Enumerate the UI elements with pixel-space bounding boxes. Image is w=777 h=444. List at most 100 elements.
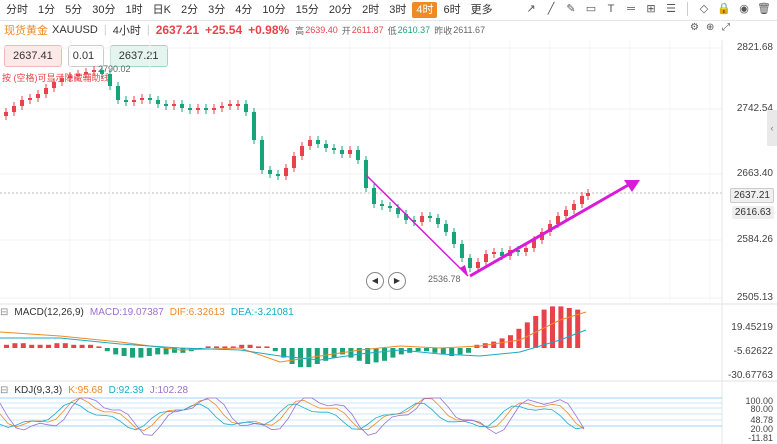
eraser-icon[interactable]: ◇ <box>699 3 709 15</box>
candle-body <box>388 206 392 208</box>
candle-body <box>220 106 224 108</box>
timeframe-6[interactable]: 2分 <box>180 4 199 16</box>
toolbar-divider <box>687 2 688 16</box>
candle-body <box>268 170 272 174</box>
macd-bar <box>4 344 9 348</box>
candle-body <box>500 252 504 256</box>
candle-body <box>300 146 304 156</box>
timeframe-2[interactable]: 5分 <box>65 4 83 16</box>
trash-icon[interactable]: 🗑 <box>757 3 771 15</box>
rect-icon[interactable]: ▭ <box>585 3 597 15</box>
divider: | <box>146 24 150 36</box>
open-label: 开 <box>341 25 351 36</box>
timeframe-9[interactable]: 10分 <box>262 4 286 16</box>
candle-body <box>156 100 160 104</box>
candle-body <box>116 86 120 100</box>
timeframe-list: 分时 1分 5分 30分 1时 日K 2分 3分 4分 10分 15分 20分 2时 3时 4时 6时 更多 <box>0 2 497 18</box>
kdj-label[interactable]: KDJ(9,3,3) <box>14 385 63 396</box>
candle-body <box>586 193 590 196</box>
scroll-left-button[interactable]: ◀ <box>366 272 384 290</box>
macd-bar <box>197 348 203 350</box>
divider: | <box>103 24 107 36</box>
candle-body <box>340 150 344 154</box>
quote-info-bar: 现货黄金 XAUUSD | 4小时 | 2637.21 +25.54 +0.98… <box>0 21 485 39</box>
candle-body <box>12 106 16 112</box>
candle-body <box>124 100 128 102</box>
indicator-settings-icon[interactable]: ⚙ <box>690 22 699 33</box>
macd-bar <box>79 344 85 348</box>
eye-icon[interactable]: ◉ <box>739 3 749 15</box>
macd-bar <box>272 348 278 352</box>
macd-bar <box>29 344 35 348</box>
candle-body <box>140 98 144 100</box>
kdj-chart <box>0 397 585 436</box>
sell-price-button[interactable]: 2637.41 <box>4 45 62 67</box>
timeframe-11[interactable]: 20分 <box>328 4 353 16</box>
macd-bar <box>71 344 77 348</box>
macd-bar <box>340 348 345 355</box>
macd-bar <box>457 348 463 355</box>
collapse-icon[interactable]: ⊟ <box>0 385 9 396</box>
timeframe-1[interactable]: 1分 <box>38 4 56 16</box>
macd-bar <box>398 348 404 355</box>
horizontal-line-icon[interactable]: ═ <box>627 3 635 15</box>
timeframe-12[interactable]: 2时 <box>362 4 380 16</box>
buy-price-button[interactable]: 2637.21 <box>109 45 168 67</box>
lock-icon[interactable]: 🔒 <box>717 3 731 15</box>
timeframe-3[interactable]: 30分 <box>92 4 116 16</box>
timeframe-7[interactable]: 3分 <box>208 4 226 16</box>
macd-bar <box>222 346 228 348</box>
candle-body <box>276 174 280 176</box>
candle-body <box>548 224 552 232</box>
timeframe-0[interactable]: 分时 <box>6 4 28 16</box>
candle-body <box>348 150 352 154</box>
scroll-right-button[interactable]: ▶ <box>388 272 406 290</box>
add-indicator-icon[interactable]: ⊕ <box>706 22 715 33</box>
timeframe-14[interactable]: 4时 <box>412 2 438 18</box>
candle-body <box>316 140 320 144</box>
candle-body <box>556 216 560 224</box>
macd-bar <box>247 344 253 348</box>
macd-bar <box>331 348 337 358</box>
collapse-icon[interactable]: ⊟ <box>0 307 9 318</box>
timeframe-15[interactable]: 6时 <box>443 4 461 16</box>
side-panel-toggle[interactable]: ‹ <box>767 110 777 146</box>
high-annotation: 2790.02 <box>98 64 131 74</box>
arrow-icon[interactable]: ↗ <box>526 3 536 15</box>
timeframe-5[interactable]: 日K <box>152 4 171 16</box>
candle-body <box>228 104 232 106</box>
macd-bar <box>516 328 522 348</box>
timeframe-8[interactable]: 4分 <box>235 4 253 16</box>
timeframe-10[interactable]: 15分 <box>295 4 319 16</box>
macd-label[interactable]: MACD(12,26,9) <box>14 307 84 318</box>
macd-bar <box>264 346 270 348</box>
macd-bar <box>96 346 102 348</box>
timeframe-13[interactable]: 3时 <box>389 4 407 16</box>
macd-bar <box>508 335 513 348</box>
line-icon[interactable]: ╱ <box>547 3 555 15</box>
fib-icon[interactable]: ☰ <box>666 3 676 15</box>
measure-icon[interactable]: ⊞ <box>646 3 656 15</box>
j-value: J:102.28 <box>149 385 189 396</box>
j-line <box>0 397 585 436</box>
macd-bar <box>390 348 396 358</box>
macd-bar <box>163 348 169 355</box>
quantity-input[interactable]: 0.01 <box>67 45 104 67</box>
macd-bar <box>407 348 413 353</box>
drawing-tools: ↗ ╱ ✎ ▭ T ═ ⊞ ☰ ◇ 🔒 ◉ 🗑 <box>524 2 771 16</box>
macd-bar <box>88 344 93 348</box>
open-value: 2611.87 <box>351 25 384 35</box>
pencil-icon[interactable]: ✎ <box>566 3 576 15</box>
fullscreen-icon[interactable]: ⤢ <box>722 22 730 33</box>
macd-bar <box>298 348 303 368</box>
timeframe-4[interactable]: 1时 <box>125 4 143 16</box>
interval-label[interactable]: 4小时 <box>112 25 141 37</box>
text-icon[interactable]: T <box>607 3 615 15</box>
macd-bar <box>449 348 455 356</box>
timeframe-16[interactable]: 更多 <box>470 4 493 16</box>
macd-bar <box>37 344 43 348</box>
candle-body <box>148 98 152 100</box>
macd-bar <box>314 348 320 364</box>
macd-bar <box>550 306 555 348</box>
symbol-name[interactable]: 现货黄金 <box>4 25 48 37</box>
